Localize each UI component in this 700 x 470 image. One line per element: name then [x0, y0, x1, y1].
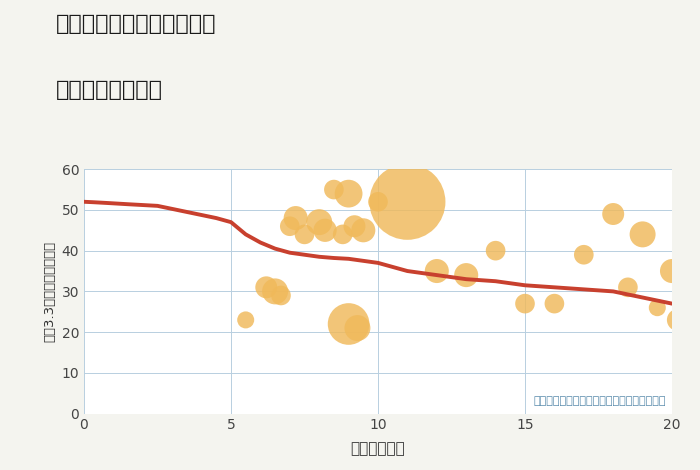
Point — [637, 231, 648, 238]
Point — [431, 267, 442, 275]
Point — [240, 316, 251, 324]
Point — [314, 219, 325, 226]
Point — [319, 227, 330, 234]
Point — [328, 186, 339, 193]
Point — [270, 288, 281, 295]
Text: 駅距離別土地価格: 駅距離別土地価格 — [56, 80, 163, 100]
Point — [343, 190, 354, 197]
Point — [349, 222, 360, 230]
Point — [402, 198, 413, 205]
Point — [622, 283, 634, 291]
Point — [343, 320, 354, 328]
Point — [490, 247, 501, 254]
Point — [578, 251, 589, 258]
Point — [337, 231, 349, 238]
Y-axis label: 坪（3.3㎡）単価（万円）: 坪（3.3㎡）単価（万円） — [43, 241, 56, 342]
Point — [299, 231, 310, 238]
Point — [608, 210, 619, 218]
Point — [275, 292, 286, 299]
Point — [672, 316, 683, 324]
Text: 円の大きさは、取引のあった物件面積を示す: 円の大きさは、取引のあった物件面積を示す — [533, 396, 666, 406]
Point — [284, 222, 295, 230]
Point — [358, 227, 369, 234]
Text: 奈良県奈良市学園赤松町の: 奈良県奈良市学園赤松町の — [56, 14, 216, 34]
Point — [461, 271, 472, 279]
Point — [352, 324, 363, 332]
Point — [666, 267, 678, 275]
Point — [519, 300, 531, 307]
Point — [652, 304, 663, 312]
Point — [372, 198, 384, 205]
Point — [549, 300, 560, 307]
Point — [290, 214, 301, 222]
Point — [260, 283, 272, 291]
X-axis label: 駅距離（分）: 駅距離（分） — [351, 441, 405, 456]
